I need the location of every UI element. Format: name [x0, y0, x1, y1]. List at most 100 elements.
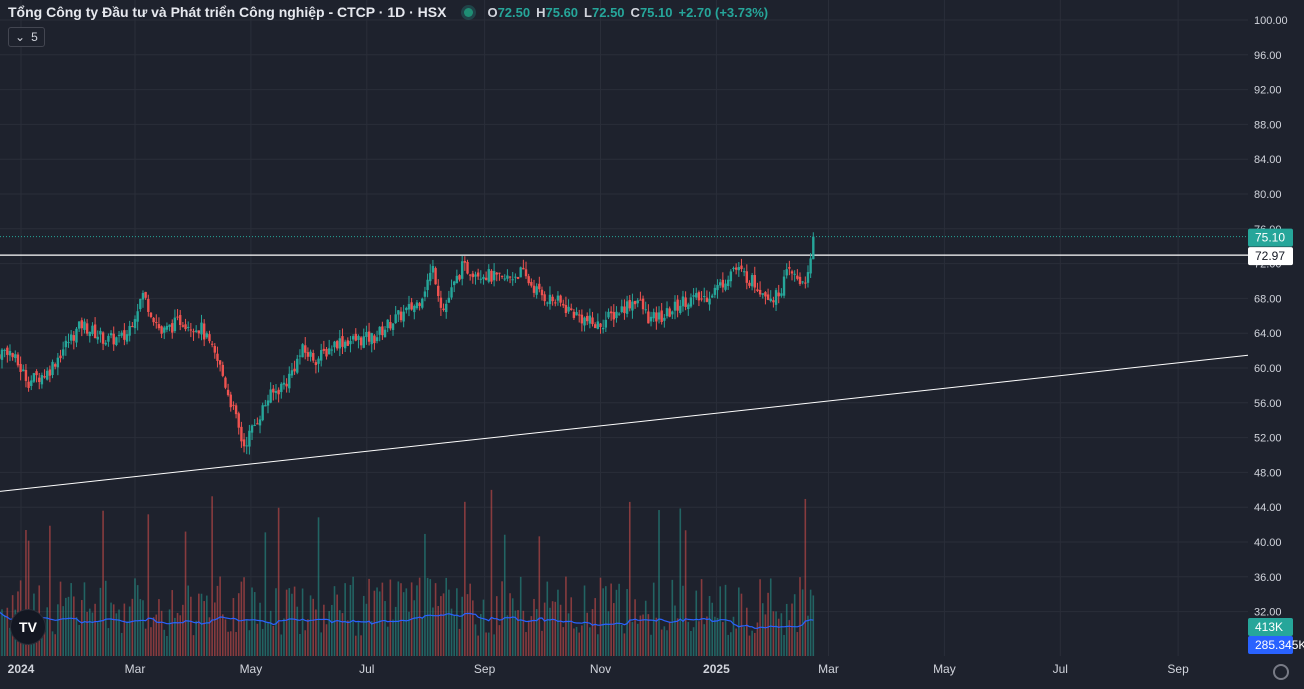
volume-bar	[184, 531, 187, 656]
volume-bar	[753, 632, 756, 656]
volume-bar	[631, 621, 634, 656]
candle-body	[695, 293, 698, 298]
volume-bar	[1, 609, 3, 656]
candle-body	[742, 271, 746, 273]
candle-body	[593, 324, 597, 329]
volume-bar	[461, 596, 463, 656]
candle-body	[647, 311, 650, 324]
candle-body	[684, 297, 687, 307]
candle-body	[3, 349, 6, 351]
candle-body	[697, 292, 701, 301]
time-tick-label: 2025	[703, 662, 730, 676]
volume-bar	[147, 514, 150, 656]
candle-body	[96, 336, 99, 340]
volume-bar	[517, 610, 519, 656]
volume-bar	[469, 583, 471, 656]
volume-bar	[559, 604, 562, 656]
volume-bar	[272, 625, 275, 656]
volume-bar	[370, 621, 373, 656]
volume-bar	[67, 596, 70, 656]
volume-bar	[368, 578, 370, 656]
tradingview-logo-icon[interactable]: TV	[10, 609, 46, 645]
candle-body	[56, 357, 60, 368]
candle-body	[386, 319, 389, 329]
volume-bar	[509, 593, 511, 656]
candle-body	[224, 377, 227, 388]
candle-body	[445, 303, 448, 313]
candle-body	[189, 329, 193, 331]
candle-body	[163, 327, 166, 333]
candle-body	[378, 326, 381, 335]
candle-body	[0, 354, 1, 359]
candle-body	[482, 276, 485, 280]
volume-bar	[134, 578, 136, 656]
candle-body	[660, 310, 663, 323]
time-tick-label: Mar	[818, 662, 839, 676]
volume-bar	[341, 613, 344, 656]
volume-bar	[780, 613, 783, 656]
volume-bar	[623, 633, 626, 656]
indicator-toggle[interactable]: ⌄ 5	[8, 27, 45, 47]
volume-bar	[788, 620, 791, 656]
candle-body	[463, 261, 467, 263]
candle-body	[774, 290, 778, 305]
candle-body	[123, 330, 126, 340]
candle-body	[796, 275, 799, 279]
volume-bar	[437, 606, 440, 656]
candle-body	[22, 369, 25, 372]
volume-bar	[432, 607, 434, 656]
price-tick-label: 44.00	[1254, 502, 1282, 514]
volume-bar	[365, 603, 368, 656]
candle-body	[391, 323, 395, 330]
volume-bar	[706, 616, 708, 656]
volume-bar	[605, 586, 607, 656]
candle-body	[479, 278, 482, 280]
candle-body	[234, 405, 238, 415]
open-label: O	[487, 4, 498, 20]
candle-body	[38, 377, 41, 382]
candle-body	[107, 335, 110, 342]
candle-body	[314, 362, 318, 366]
candle-body	[724, 283, 727, 290]
candle-body	[59, 355, 62, 359]
candle-body	[298, 355, 302, 357]
volume-bar	[676, 618, 679, 656]
candle-body	[232, 404, 235, 406]
candle-body	[562, 303, 565, 306]
volume-bar	[112, 604, 115, 656]
candle-body	[777, 292, 780, 297]
price-chart[interactable]	[0, 0, 1248, 656]
symbol-title[interactable]: Tổng Công ty Đầu tư và Phát triển Công n…	[8, 4, 447, 20]
volume-bar	[309, 595, 312, 656]
candle-body	[460, 261, 464, 279]
volume-bar	[636, 623, 639, 656]
volume-bar	[362, 595, 365, 656]
chart-grid	[0, 0, 1248, 656]
candle-body	[351, 336, 355, 340]
volume-bar	[328, 610, 330, 656]
price-axis[interactable]: 100.0096.0092.0088.0084.0080.0076.0072.0…	[1248, 0, 1304, 656]
volume-bar	[738, 587, 740, 656]
candle-body	[756, 289, 759, 291]
volume-bar	[453, 614, 455, 656]
volume-bar	[565, 576, 567, 656]
candle-body	[184, 324, 187, 330]
time-axis[interactable]: 2024 Mar May Jul Sep Nov 2025 Mar May Jul Sep	[0, 656, 1248, 689]
volume-bar	[570, 597, 573, 656]
candle-body	[370, 333, 373, 345]
candle-body	[317, 358, 320, 364]
volume-bar	[166, 635, 168, 656]
candle-body	[522, 267, 525, 270]
volume-bar	[538, 536, 541, 656]
price-tick-label: 64.00	[1254, 328, 1282, 340]
candle-body	[335, 341, 339, 349]
volume-bar	[445, 577, 448, 656]
price-tick-label: 100.00	[1254, 15, 1288, 27]
candle-body	[620, 306, 623, 313]
volume-bar	[354, 635, 357, 656]
candle-body	[0, 349, 4, 360]
candle-body	[567, 306, 570, 312]
candle-body	[612, 312, 615, 320]
settings-icon[interactable]	[1273, 664, 1289, 680]
candle-body	[740, 265, 743, 270]
